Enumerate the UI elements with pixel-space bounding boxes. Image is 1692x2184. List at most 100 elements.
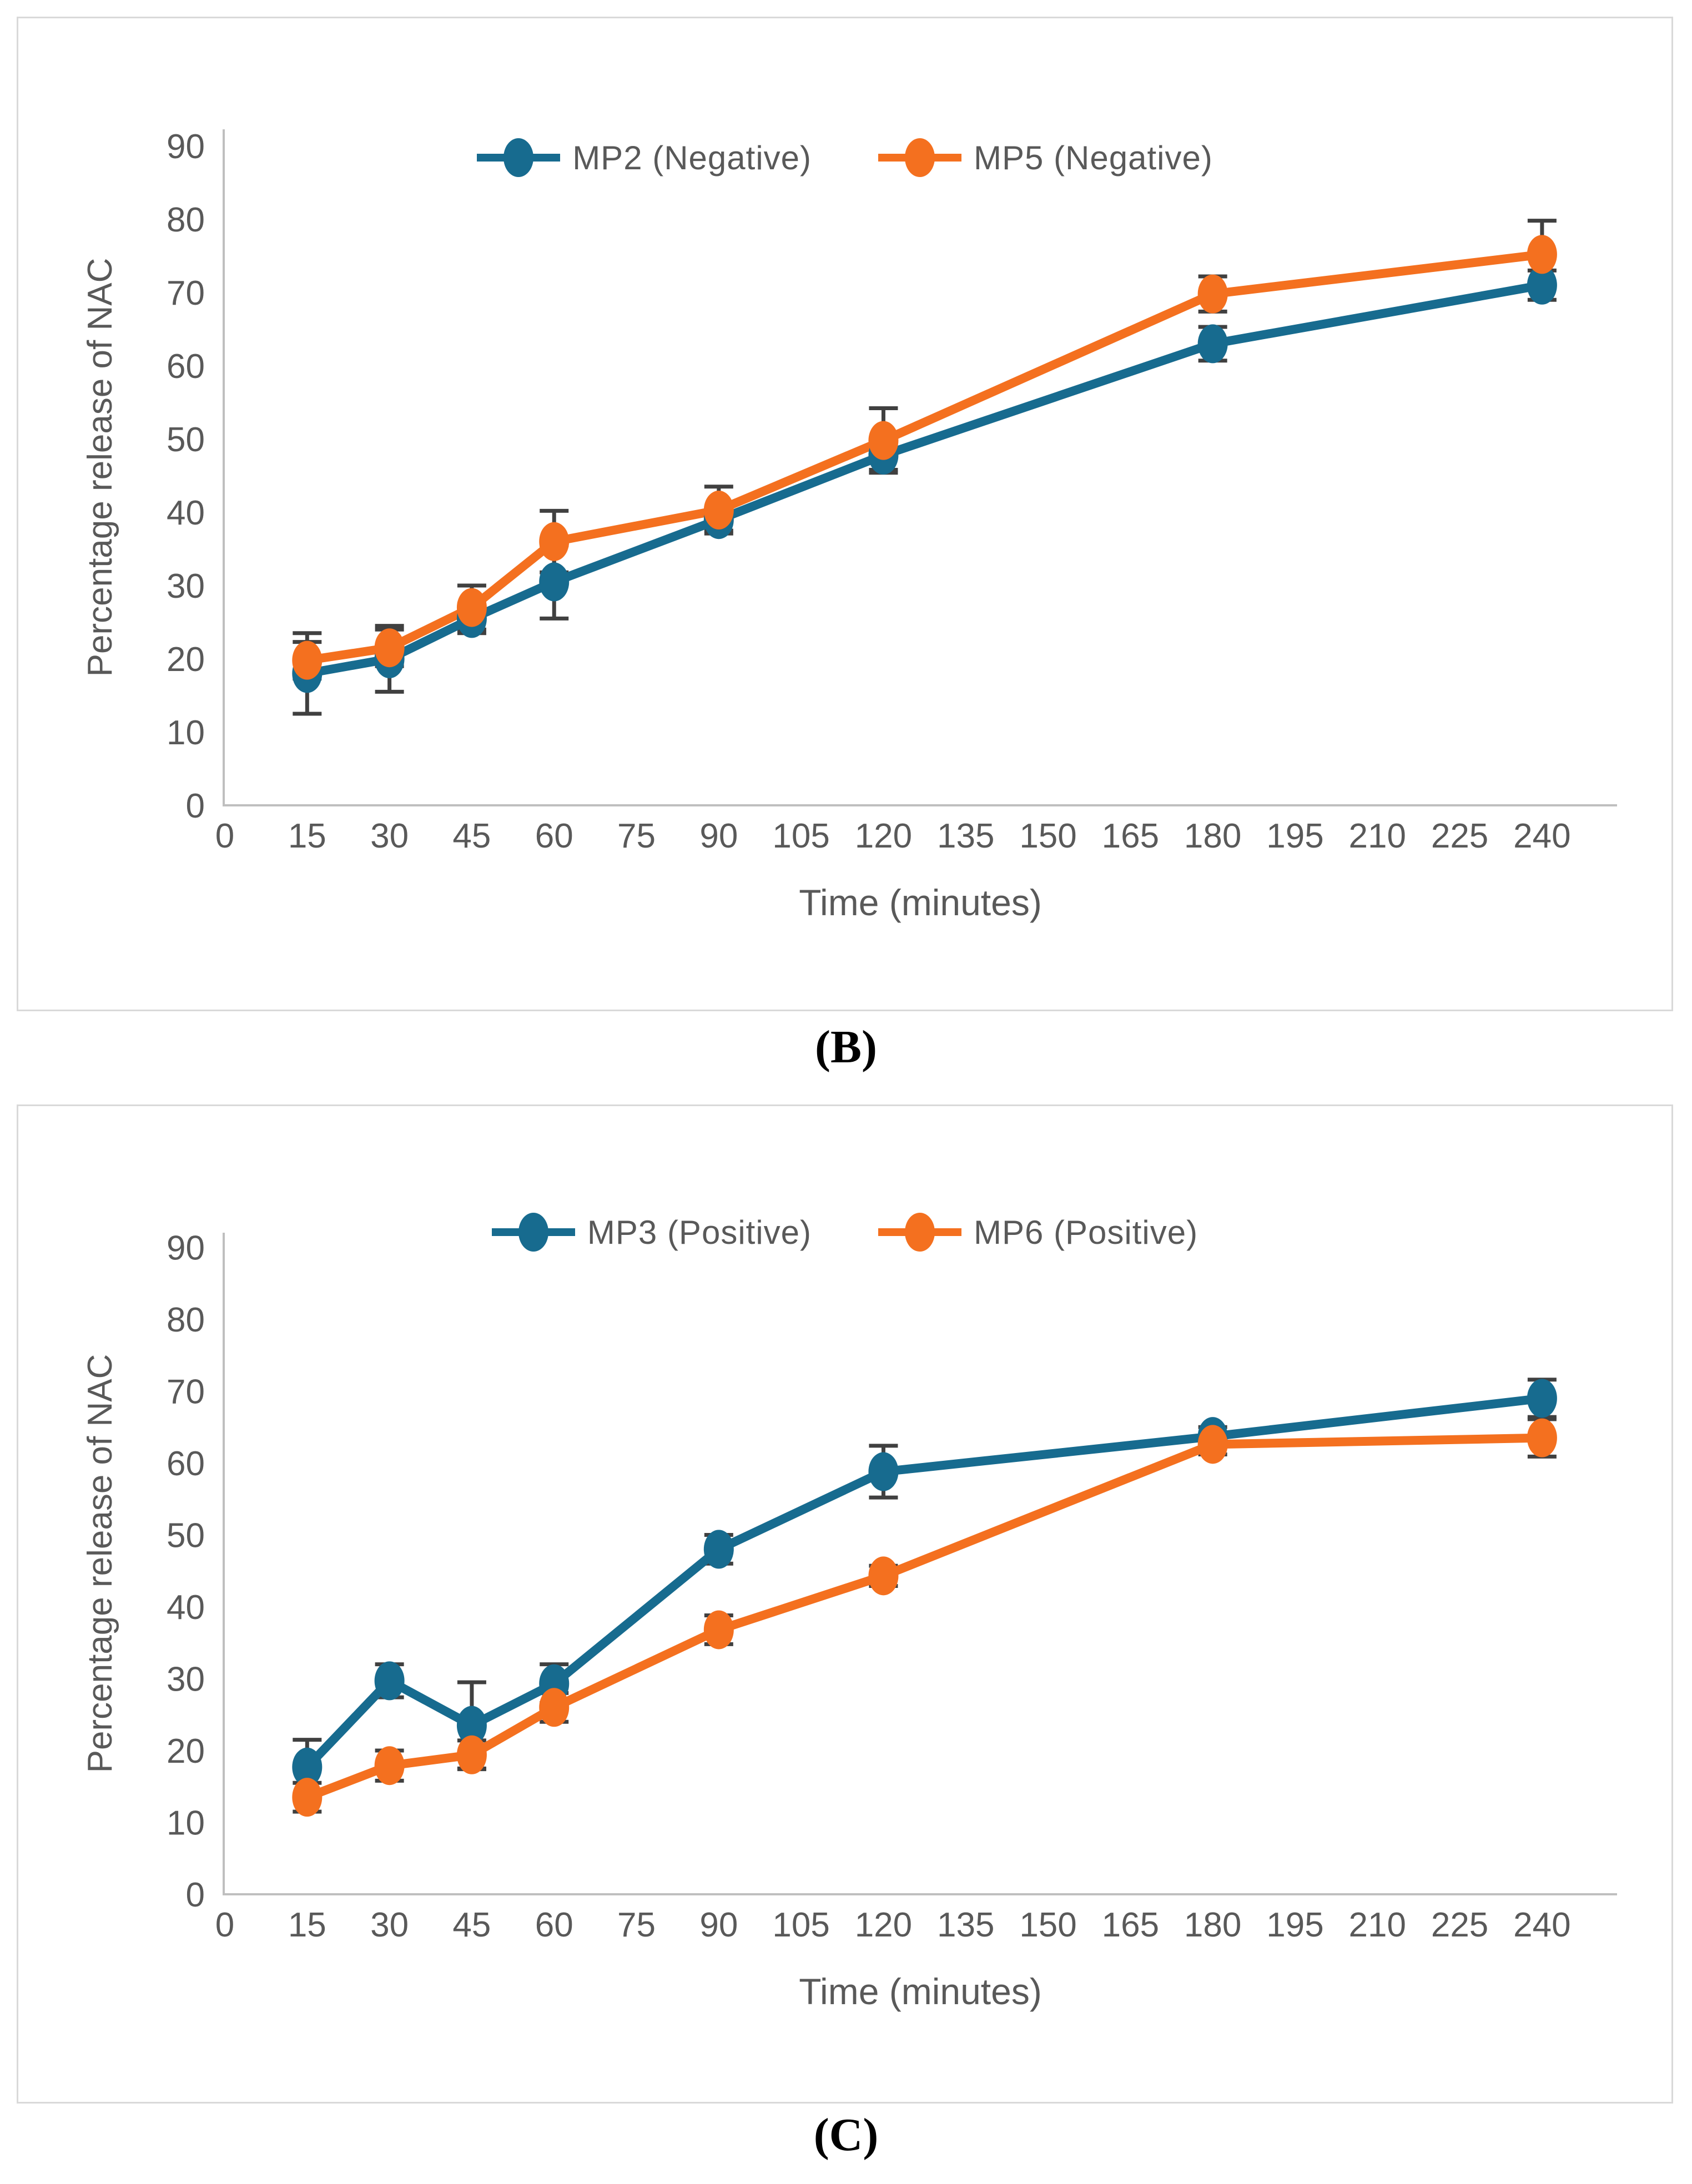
series-markers-MP3 (292, 1379, 1557, 1787)
y-tick-label: 10 (167, 1804, 205, 1843)
axis-lines (223, 129, 1617, 806)
x-axis-tick-labels: 0 15 30 45 60 75 90 105 120 135 150 165 180 195 210 225… (215, 1906, 1571, 1944)
x-tick-label: 165 (1102, 1906, 1159, 1944)
legend-dot (905, 1213, 935, 1252)
legend-label: MP6 (Positive) (974, 1213, 1198, 1251)
data-point-marker (1197, 1425, 1228, 1464)
legend-marker-icon (878, 138, 961, 177)
legend-dot (503, 138, 534, 177)
x-tick-label: 0 (215, 1906, 234, 1944)
y-tick-label: 20 (167, 640, 205, 679)
y-tick-label: 40 (167, 1588, 205, 1627)
legend-item-mp5: MP5 (Negative) (878, 133, 1213, 183)
legend-item-mp3: MP3 (Positive) (491, 1207, 812, 1257)
y-tick-label: 0 (186, 787, 205, 825)
data-point-marker (539, 522, 570, 561)
series-markers-MP6 (292, 1418, 1557, 1817)
y-tick-label: 40 (167, 494, 205, 532)
legend-label: MP5 (Negative) (974, 139, 1213, 176)
data-point-marker (1527, 1418, 1557, 1457)
x-tick-label: 120 (855, 1906, 912, 1944)
data-point-marker (703, 1610, 734, 1650)
series-line-MP2 (303, 280, 1547, 678)
x-tick-label: 210 (1349, 1906, 1406, 1944)
x-tick-label: 195 (1266, 1906, 1323, 1944)
y-tick-label: 70 (167, 274, 205, 312)
y-tick-label: 80 (167, 1301, 205, 1339)
y-tick-label: 70 (167, 1373, 205, 1411)
x-tick-label: 30 (370, 817, 409, 855)
x-axis-title: Time (minutes) (799, 1971, 1042, 2012)
legend-marker-icon (878, 1213, 961, 1252)
x-tick-label: 15 (288, 817, 326, 855)
x-tick-label: 90 (699, 817, 738, 855)
y-tick-label: 50 (167, 421, 205, 459)
x-tick-label: 75 (617, 1906, 656, 1944)
error-bars (293, 219, 1557, 716)
legend-label: MP2 (Negative) (572, 139, 812, 176)
y-tick-label: 90 (167, 128, 205, 166)
legend-dot (905, 138, 935, 177)
y-tick-label: 30 (167, 567, 205, 606)
series-line-MP3 (303, 1394, 1547, 1772)
chart-panel-b: 0 10 20 30 40 50 60 70 80 90 0 15 30 45 60 75 90 105 120 13… (17, 17, 1673, 1011)
data-point-marker (292, 1747, 323, 1787)
data-point-marker (703, 1530, 734, 1569)
y-axis-tick-labels: 0 10 20 30 40 50 60 70 80 90 (167, 128, 205, 825)
data-point-marker (292, 640, 323, 680)
data-point-marker (456, 1735, 487, 1774)
x-tick-label: 60 (535, 817, 573, 855)
data-point-marker (1527, 265, 1557, 305)
data-point-marker (868, 1556, 899, 1596)
data-point-marker (374, 628, 405, 668)
y-tick-label: 20 (167, 1732, 205, 1771)
x-tick-label: 60 (535, 1906, 573, 1944)
data-point-marker (1527, 1379, 1557, 1418)
x-tick-label: 75 (617, 817, 656, 855)
x-tick-label: 225 (1431, 817, 1488, 855)
x-tick-label: 210 (1349, 817, 1406, 855)
x-tick-label: 180 (1184, 1906, 1241, 1944)
y-tick-label: 90 (167, 1229, 205, 1268)
data-point-marker (456, 1706, 487, 1745)
panel-caption-b: (B) (815, 1021, 877, 1073)
y-tick-label: 10 (167, 714, 205, 752)
x-tick-label: 45 (452, 817, 491, 855)
data-point-marker (539, 1688, 570, 1727)
x-tick-label: 195 (1266, 817, 1323, 855)
data-point-marker (703, 491, 734, 530)
x-tick-label: 45 (452, 1906, 491, 1944)
series-markers-MP2 (292, 265, 1557, 693)
data-point-marker (539, 562, 570, 602)
x-axis-tick-labels: 0 15 30 45 60 75 90 105 120 135 150 165 180 195 210 225… (215, 817, 1571, 855)
line-chart-b: 0 10 20 30 40 50 60 70 80 90 0 15 30 45 60 75 90 105 120 13… (81, 128, 1617, 923)
series-markers-MP5 (292, 235, 1557, 680)
data-point-marker (1197, 274, 1228, 314)
x-tick-label: 15 (288, 1906, 326, 1944)
legend-marker-icon (477, 138, 561, 177)
legend-marker-icon (491, 1213, 575, 1252)
data-point-marker (292, 1778, 323, 1817)
x-tick-label: 135 (937, 1906, 994, 1944)
y-axis-title: Percentage release of NAC (81, 1354, 119, 1773)
legend-b: MP2 (Negative) MP5 (Negative) (18, 133, 1671, 183)
x-tick-label: 105 (772, 817, 829, 855)
series-line-MP6 (303, 1433, 1547, 1802)
y-tick-label: 60 (167, 1445, 205, 1483)
chart-panel-c: 0 10 20 30 40 50 60 70 80 90 0 15 30 45 60 75 90 105 120 13… (17, 1104, 1673, 2104)
y-tick-label: 80 (167, 201, 205, 239)
y-tick-label: 30 (167, 1661, 205, 1699)
panel-caption-c: (C) (813, 2109, 879, 2161)
legend-item-mp2: MP2 (Negative) (477, 133, 812, 183)
data-point-marker (374, 1746, 405, 1785)
data-point-marker (868, 1452, 899, 1491)
data-point-marker (868, 421, 899, 460)
x-tick-label: 135 (937, 817, 994, 855)
line-chart-c: 0 10 20 30 40 50 60 70 80 90 0 15 30 45 60 75 90 105 120 13… (81, 1229, 1617, 2012)
legend-item-mp6: MP6 (Positive) (878, 1207, 1198, 1257)
y-tick-label: 50 (167, 1517, 205, 1555)
x-tick-label: 165 (1102, 817, 1159, 855)
y-axis-tick-labels: 0 10 20 30 40 50 60 70 80 90 (167, 1229, 205, 1915)
y-tick-label: 0 (186, 1876, 205, 1914)
data-point-marker (1197, 324, 1228, 364)
